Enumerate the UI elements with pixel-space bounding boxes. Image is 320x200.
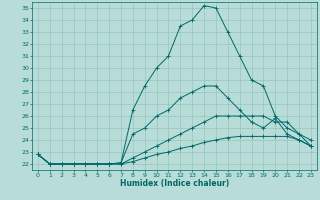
X-axis label: Humidex (Indice chaleur): Humidex (Indice chaleur) [120,179,229,188]
